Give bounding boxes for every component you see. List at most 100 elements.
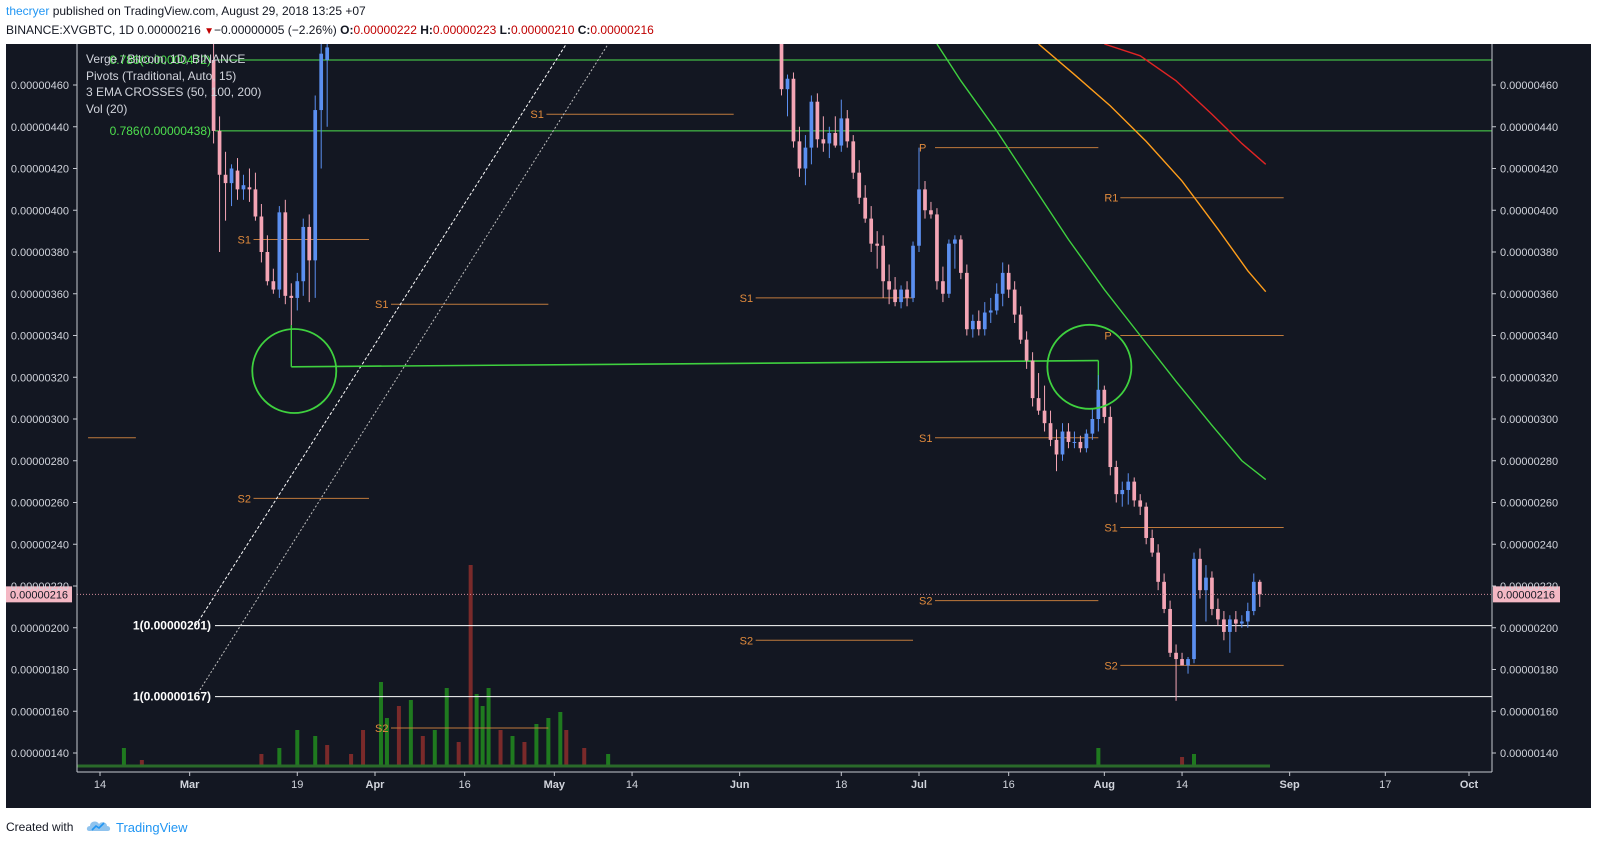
y-tick-label-left: 0.00000220 bbox=[11, 581, 69, 593]
y-tick-label-right: 0.00000260 bbox=[1500, 498, 1558, 510]
tradingview-logo-icon[interactable] bbox=[86, 818, 112, 834]
candle-body bbox=[863, 197, 868, 219]
candle-layer bbox=[211, 44, 1262, 701]
candle-body bbox=[869, 218, 874, 244]
candle-body bbox=[1204, 577, 1208, 591]
current-price-badge-right bbox=[1493, 586, 1560, 603]
y-tick-label-left: 0.00000420 bbox=[11, 164, 69, 176]
y-tick-label-right: 0.00000460 bbox=[1500, 80, 1558, 92]
candle-body bbox=[875, 243, 880, 246]
pivot-label: S2 bbox=[375, 723, 388, 735]
ohlc-high-value: 0.00000223 bbox=[432, 23, 497, 37]
pivot-label: S1 bbox=[530, 109, 543, 121]
publish-line: thecryer published on TradingView.com, A… bbox=[6, 4, 366, 18]
candle-body bbox=[283, 212, 288, 296]
candle-body bbox=[953, 239, 957, 244]
volume-bar bbox=[444, 688, 449, 766]
candle-body bbox=[791, 78, 796, 142]
current-price-label-left: 0.00000216 bbox=[10, 589, 68, 601]
y-tick-label-right: 0.00000140 bbox=[1500, 748, 1558, 760]
candle-body bbox=[319, 53, 324, 111]
candle-body bbox=[821, 139, 826, 144]
candle-body bbox=[1257, 581, 1262, 595]
volume-bar bbox=[1192, 754, 1197, 766]
candle-body bbox=[1042, 410, 1047, 424]
candle-body bbox=[1210, 577, 1214, 609]
candle-body bbox=[1066, 431, 1071, 442]
candle-body bbox=[1138, 500, 1143, 507]
candle-body bbox=[845, 118, 850, 142]
candle-body bbox=[235, 170, 240, 190]
published-text: published on TradingView.com, August 29,… bbox=[52, 4, 366, 18]
x-tick-label: 17 bbox=[1379, 779, 1391, 791]
candle-body bbox=[1144, 506, 1149, 538]
candle-body bbox=[241, 185, 246, 190]
x-tick-label: 16 bbox=[1003, 779, 1015, 791]
down-arrow-icon: ▼ bbox=[204, 26, 215, 37]
y-tick-label-right: 0.00000220 bbox=[1500, 581, 1558, 593]
fib-level-label: 0.786(0.00000472) bbox=[110, 53, 211, 67]
price-change: −0.00000005 (−2.26%) bbox=[214, 23, 337, 37]
candle-body bbox=[223, 174, 228, 184]
x-tick-label: Mar bbox=[180, 779, 200, 791]
volume-bar bbox=[474, 694, 479, 766]
price-chart[interactable]: S1 S2 S1 S2 S1 S1 S2 P S1 S2 R1 P S1 S2 0.786(0.00000… bbox=[0, 44, 1597, 808]
volume-bar bbox=[432, 730, 437, 766]
volume-layer bbox=[77, 565, 1270, 768]
candle-body bbox=[994, 293, 999, 311]
pivot-label: R1 bbox=[1104, 193, 1118, 205]
x-tick-label: 19 bbox=[291, 779, 303, 791]
candle-body bbox=[887, 281, 891, 290]
candle-body bbox=[1216, 608, 1220, 620]
y-tick-label-left: 0.00000300 bbox=[11, 414, 69, 426]
fib-level-label: 1(0.00000201) bbox=[133, 619, 211, 633]
candle-body bbox=[947, 243, 951, 294]
ohlc-low-label: L: bbox=[499, 23, 511, 37]
volume-bar bbox=[1180, 757, 1185, 766]
y-tick-label-left: 0.00000380 bbox=[11, 247, 69, 259]
x-tick-label: Apr bbox=[366, 779, 386, 791]
candle-body bbox=[881, 245, 885, 282]
symbol-line: BINANCE:XVGBTC, 1D 0.00000216 ▼−0.000000… bbox=[6, 23, 654, 37]
candle-body bbox=[1114, 467, 1119, 495]
pivot-layer: S1 S2 S1 S2 S1 S1 S2 P S1 S2 R1 P S1 S2 bbox=[88, 109, 1284, 735]
y-tick-label-right: 0.00000340 bbox=[1500, 331, 1558, 343]
candle-body bbox=[970, 320, 975, 330]
candle-body bbox=[1198, 558, 1202, 591]
pivot-label: S1 bbox=[740, 293, 753, 305]
y-tick-label-left: 0.00000240 bbox=[11, 539, 69, 551]
candle-body bbox=[1120, 489, 1125, 495]
candle-body bbox=[313, 110, 318, 261]
candle-body bbox=[803, 147, 808, 169]
candle-body bbox=[976, 320, 981, 330]
candle-body bbox=[217, 130, 222, 175]
author-link[interactable]: thecryer bbox=[6, 4, 50, 18]
current-price-badge-left bbox=[6, 586, 72, 603]
candle-body bbox=[1192, 558, 1196, 660]
pivot-label: S1 bbox=[375, 299, 388, 311]
ohlc-close-value: 0.00000216 bbox=[590, 23, 654, 37]
candle-body bbox=[1036, 398, 1041, 411]
x-tick-label: 16 bbox=[459, 779, 471, 791]
volume-bar bbox=[313, 736, 318, 766]
fib-level-label: 0.786(0.00000438) bbox=[110, 124, 211, 138]
candle-body bbox=[797, 141, 802, 169]
pivot-label: S2 bbox=[1104, 660, 1117, 672]
candle-body bbox=[809, 101, 814, 148]
pivot-label: S1 bbox=[237, 234, 250, 246]
pivot-label: P bbox=[1104, 331, 1111, 343]
candle-body bbox=[289, 295, 294, 298]
volume-bar bbox=[582, 748, 587, 766]
candle-body bbox=[1156, 552, 1160, 582]
candle-body bbox=[1186, 659, 1190, 666]
candle-body bbox=[1090, 419, 1095, 434]
symbol-label: BINANCE:XVGBTC, 1D bbox=[6, 23, 135, 37]
volume-bar bbox=[534, 724, 539, 766]
tradingview-brand-link[interactable]: TradingView bbox=[116, 820, 188, 835]
pivot-label: P bbox=[919, 143, 926, 155]
y-tick-label-right: 0.00000180 bbox=[1500, 665, 1558, 677]
ohlc-close-label: C: bbox=[577, 23, 591, 37]
candle-body bbox=[277, 212, 282, 290]
pivot-label: S2 bbox=[740, 635, 753, 647]
candle-body bbox=[1030, 360, 1035, 399]
